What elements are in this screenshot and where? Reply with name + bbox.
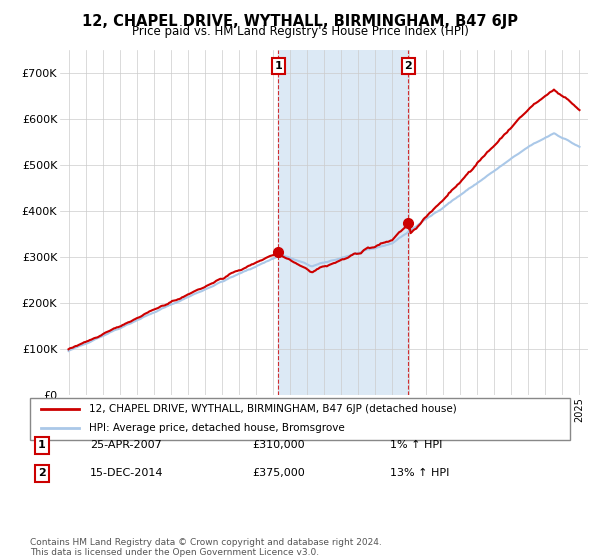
Text: 12, CHAPEL DRIVE, WYTHALL, BIRMINGHAM, B47 6JP: 12, CHAPEL DRIVE, WYTHALL, BIRMINGHAM, B…	[82, 14, 518, 29]
Text: 2: 2	[404, 60, 412, 71]
Text: £310,000: £310,000	[252, 440, 305, 450]
Text: HPI: Average price, detached house, Bromsgrove: HPI: Average price, detached house, Brom…	[89, 423, 345, 433]
Text: 2: 2	[38, 468, 46, 478]
Text: Price paid vs. HM Land Registry's House Price Index (HPI): Price paid vs. HM Land Registry's House …	[131, 25, 469, 38]
Text: Contains HM Land Registry data © Crown copyright and database right 2024.
This d: Contains HM Land Registry data © Crown c…	[30, 538, 382, 557]
Text: 1: 1	[38, 440, 46, 450]
Text: 12, CHAPEL DRIVE, WYTHALL, BIRMINGHAM, B47 6JP (detached house): 12, CHAPEL DRIVE, WYTHALL, BIRMINGHAM, B…	[89, 404, 457, 414]
Bar	[278, 50, 409, 395]
Text: 1: 1	[274, 60, 282, 71]
Text: 1% ↑ HPI: 1% ↑ HPI	[390, 440, 442, 450]
Text: 15-DEC-2014: 15-DEC-2014	[90, 468, 163, 478]
Text: 25-APR-2007: 25-APR-2007	[90, 440, 162, 450]
Text: £375,000: £375,000	[252, 468, 305, 478]
FancyBboxPatch shape	[30, 398, 570, 440]
Text: 13% ↑ HPI: 13% ↑ HPI	[390, 468, 449, 478]
